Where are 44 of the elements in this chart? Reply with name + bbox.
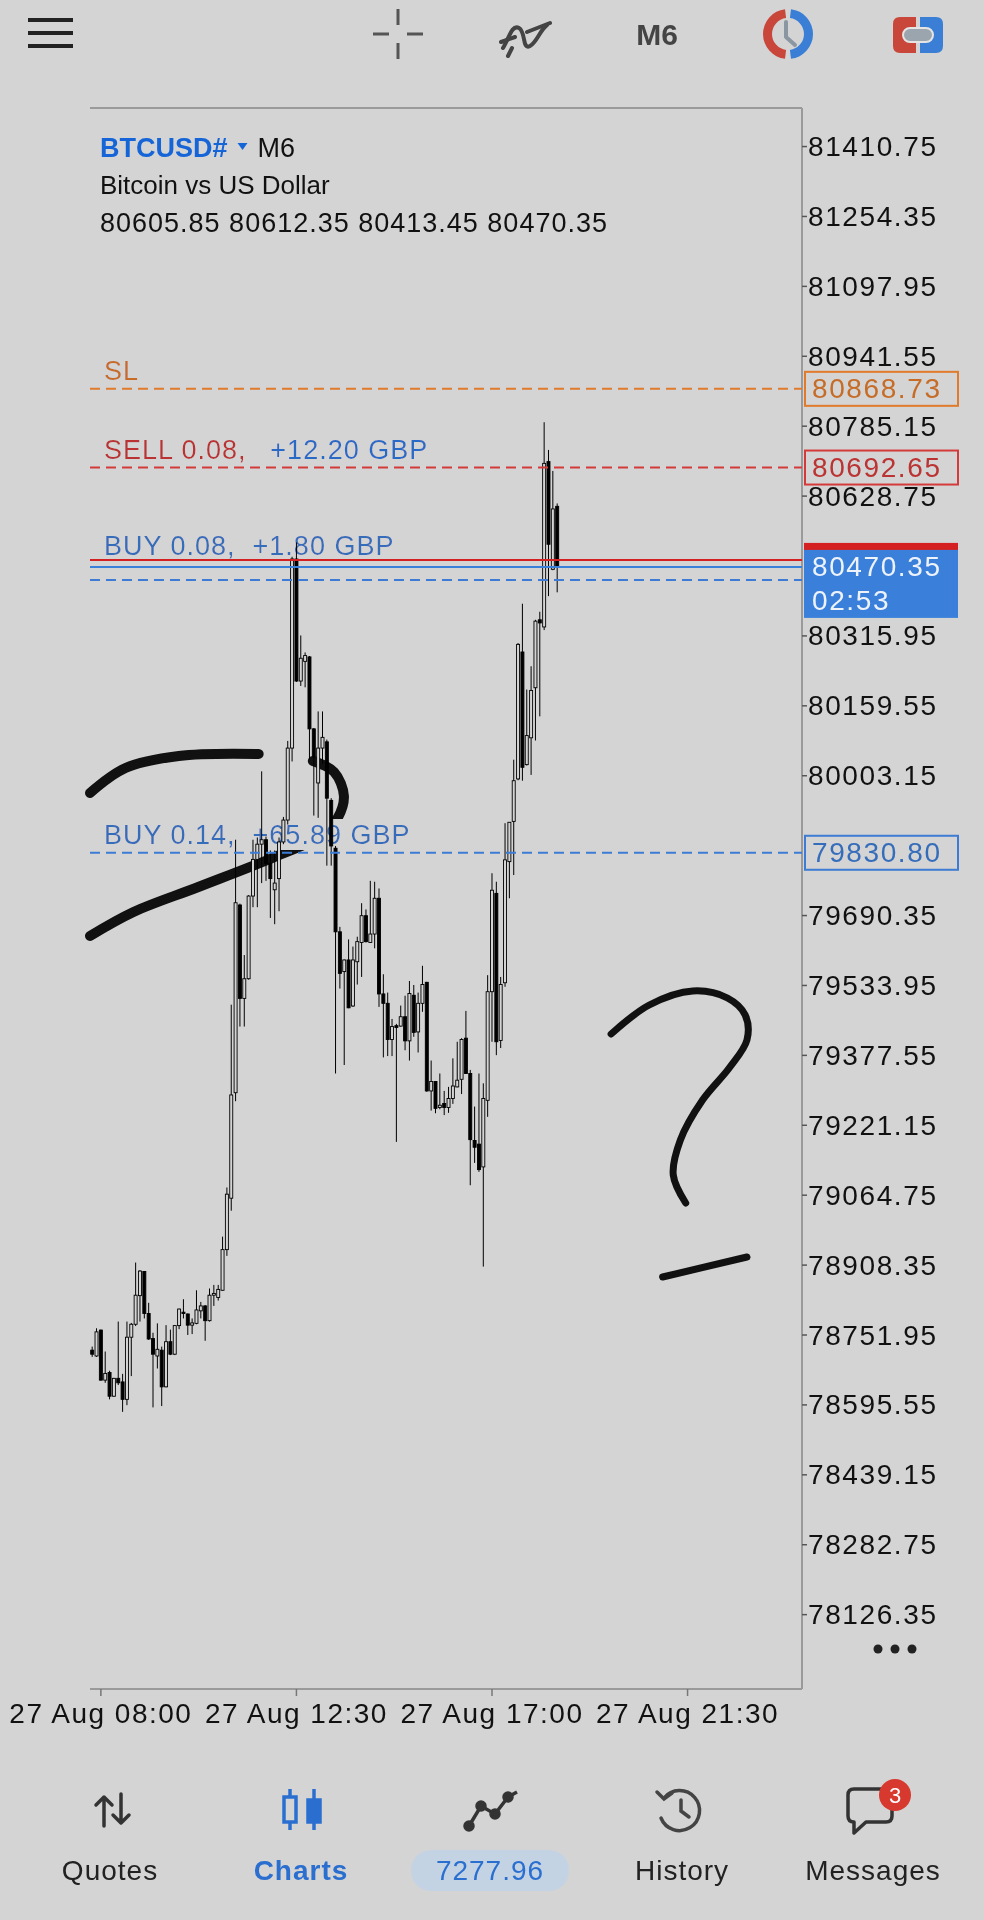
y-tick-label: 78282.75 [808,1529,938,1561]
text: 80470.35 [812,551,942,583]
y-tick-label: 80785.15 [808,410,938,442]
text: Charts [253,1855,349,1886]
text: M6 [636,17,678,51]
ref-line-label: BUY 0.08, +1.80 GBP [104,530,395,561]
y-tick-label: 80159.55 [808,690,938,722]
candlestick [185,1313,190,1336]
y-tick-label: 81410.75 [808,131,938,163]
y-tick-label: 78595.55 [808,1389,938,1421]
text: Quotes [61,1855,159,1886]
y-tick-label: 80315.95 [808,620,938,652]
text: BTCUSD# [100,133,228,163]
x-tick-label: 27 Aug 21:30 [596,1697,780,1729]
x-tick-label: 27 Aug 08:00 [9,1697,193,1729]
y-tick-label: 79690.35 [808,900,938,932]
text: 80868.73 [812,373,942,405]
candlestick [442,1090,447,1116]
y-tick-label: 81097.95 [808,270,938,302]
y-tick-label: 79064.75 [808,1179,938,1211]
text: 7277.96 [435,1855,545,1886]
y-tick-label: 78439.15 [808,1459,938,1491]
y-tick-label: 80003.15 [808,760,938,792]
y-tick-label: 80941.55 [808,340,938,372]
y-tick-label: 79533.95 [808,969,938,1001]
candlestick [368,880,373,944]
x-tick-label: 27 Aug 12:30 [204,1697,388,1729]
annotation: M6 [257,133,296,163]
y-tick-label: 78126.35 [808,1599,938,1631]
text: History [634,1855,730,1886]
text: Bitcoin vs US Dollar [100,170,331,200]
text: Messages [805,1855,941,1886]
text: 02:53 [812,585,891,617]
text: 3 [888,1782,902,1808]
candlestick [450,1057,455,1105]
y-tick-label: 78751.95 [808,1319,938,1351]
y-tick-label: 79221.15 [808,1109,938,1141]
x-tick-label: 27 Aug 17:00 [400,1697,584,1729]
text: 79830.80 [812,837,942,869]
y-tick-label: 79377.55 [808,1039,938,1071]
candlestick [437,1073,442,1110]
annotation: 80605.85 80612.35 80413.45 80470.35 [100,208,608,238]
y-tick-label: 81254.35 [808,200,938,232]
y-tick-label: 78908.35 [808,1249,938,1281]
